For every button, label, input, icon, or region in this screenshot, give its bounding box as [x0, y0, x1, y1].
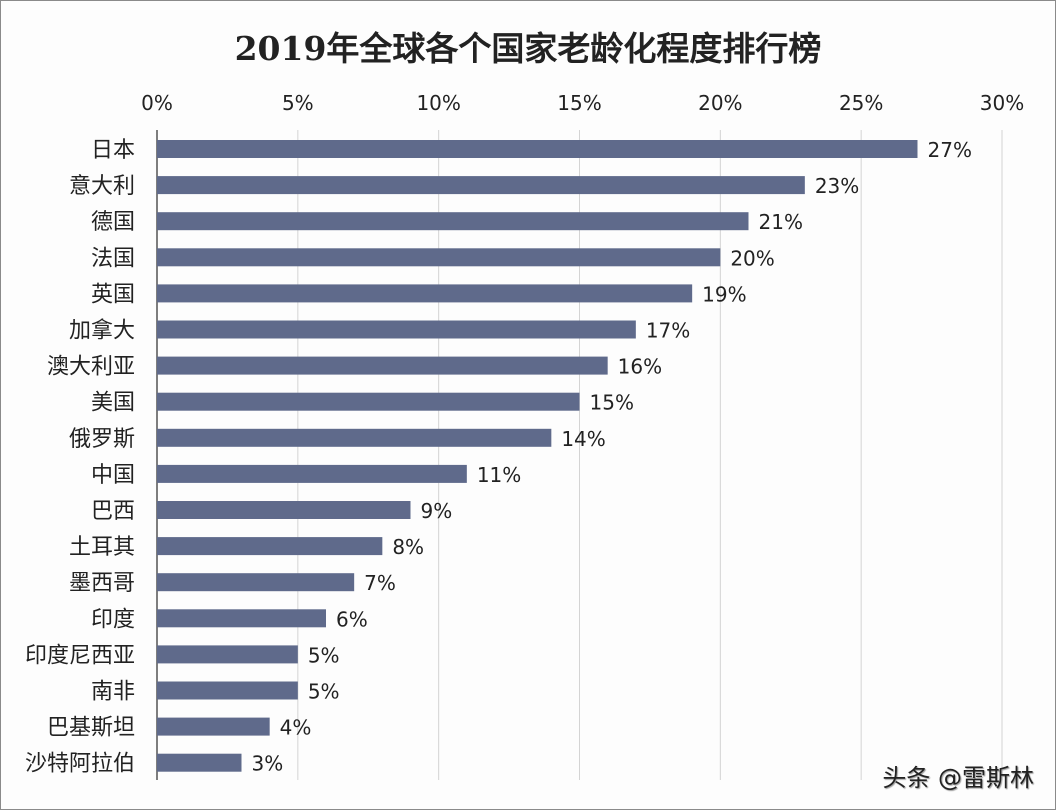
data-label: 15% — [590, 391, 634, 415]
category-label: 俄罗斯 — [69, 427, 135, 452]
bar — [157, 248, 721, 267]
data-label: 27% — [928, 138, 972, 162]
bar — [157, 176, 805, 195]
bar — [157, 645, 298, 664]
category-label: 意大利 — [69, 174, 135, 199]
bar — [157, 537, 383, 556]
category-label: 法国 — [91, 246, 135, 271]
bar — [157, 212, 749, 231]
data-label: 5% — [308, 643, 340, 667]
category-label: 日本 — [91, 138, 135, 163]
data-label: 14% — [561, 427, 605, 451]
data-label: 9% — [421, 499, 453, 523]
bar — [157, 356, 608, 375]
bar — [157, 573, 355, 592]
bar — [157, 320, 636, 339]
data-label: 23% — [815, 174, 859, 198]
data-label: 8% — [392, 535, 424, 559]
category-label: 德国 — [91, 210, 135, 235]
bar — [157, 284, 693, 303]
category-label: 美国 — [91, 391, 135, 416]
data-label: 7% — [364, 571, 396, 595]
bar — [157, 392, 580, 411]
x-tick-label: 5% — [282, 91, 314, 115]
category-label: 沙特阿拉伯 — [25, 752, 135, 777]
category-label: 印度尼西亚 — [25, 643, 135, 668]
x-tick-label: 30% — [980, 91, 1024, 115]
bar — [157, 428, 552, 447]
bar — [157, 753, 242, 772]
x-tick-label: 20% — [698, 91, 742, 115]
data-label: 5% — [308, 680, 340, 704]
data-label: 16% — [618, 355, 662, 379]
category-label: 南非 — [91, 680, 135, 705]
data-label: 6% — [336, 607, 368, 631]
x-tick-label: 15% — [557, 91, 601, 115]
data-label: 20% — [730, 246, 774, 270]
data-label: 21% — [759, 210, 803, 234]
category-label: 英国 — [91, 282, 135, 307]
category-label: 土耳其 — [69, 535, 135, 560]
category-label: 澳大利亚 — [47, 355, 135, 380]
category-label: 中国 — [91, 463, 135, 488]
category-label: 墨西哥 — [69, 571, 135, 596]
x-tick-label: 10% — [416, 91, 460, 115]
category-label: 巴西 — [91, 499, 135, 524]
data-label: 11% — [477, 463, 521, 487]
bar — [157, 717, 270, 736]
bar — [157, 140, 918, 158]
bar — [157, 609, 326, 628]
x-tick-label: 0% — [141, 91, 173, 115]
data-label: 3% — [252, 752, 284, 776]
bar — [157, 681, 298, 700]
data-label: 17% — [646, 319, 690, 343]
data-label: 19% — [702, 282, 746, 306]
x-tick-label: 25% — [839, 91, 883, 115]
watermark: 头条 @雷斯林 — [882, 764, 1034, 792]
chart-title: 2019年全球各个国家老龄化程度排行榜 — [234, 29, 822, 68]
category-label: 巴基斯坦 — [47, 716, 135, 741]
data-label: 4% — [280, 716, 312, 740]
bar — [157, 464, 467, 483]
category-label: 加拿大 — [69, 318, 135, 344]
bar — [157, 501, 411, 519]
category-label: 印度 — [91, 607, 135, 632]
